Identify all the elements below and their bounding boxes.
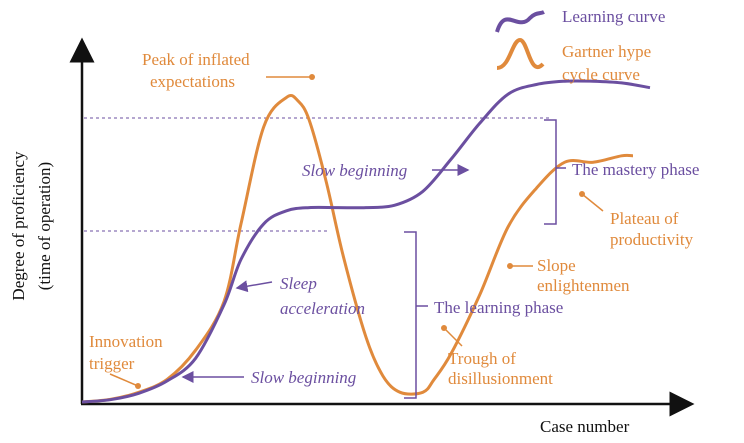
legend-swatch-learning xyxy=(495,10,545,33)
plateau-label-line2: productivity xyxy=(610,230,694,249)
svg-text:Degree of proficiency: Degree of proficiency xyxy=(9,151,28,301)
mastery-bracket xyxy=(544,119,566,225)
sleep-acceleration-label-line2: acceleration xyxy=(280,299,365,318)
legend-label-learning: Learning curve xyxy=(562,7,665,26)
mastery-phase-label: The mastery phase xyxy=(572,160,699,179)
innovation-dot xyxy=(135,383,141,389)
x-axis-label: Case number xyxy=(540,417,630,436)
innovation-leader xyxy=(109,373,139,387)
legend-label-gartner-line2: cycle curve xyxy=(562,65,640,84)
trough-leader xyxy=(443,327,463,347)
innovation-label-line2: trigger xyxy=(89,354,135,373)
slow-beginning-bottom-label: Slow beginning xyxy=(251,368,356,387)
slope-label-line1: Slope xyxy=(537,256,576,275)
learning-bracket xyxy=(404,231,428,399)
legend-swatch-gartner xyxy=(496,37,545,70)
plateau-dot xyxy=(579,191,585,197)
legend-label-gartner-line1: Gartner hype xyxy=(562,42,651,61)
peak-label-line1: Peak of inflated xyxy=(142,50,250,69)
peak-dot xyxy=(309,74,315,80)
slope-label-line2: enlightenmen xyxy=(537,276,630,295)
slope-dot xyxy=(507,263,513,269)
slow-beginning-top-label: Slow beginning xyxy=(302,161,407,180)
trough-label-line1: Trough of xyxy=(448,349,516,368)
plateau-label-line1: Plateau of xyxy=(610,209,679,228)
sleep-acceleration-label-line1: Sleep xyxy=(280,274,317,293)
svg-text:(time of operation): (time of operation) xyxy=(35,162,54,290)
series-line-gartner xyxy=(81,94,634,404)
trough-dot xyxy=(441,325,447,331)
plateau-leader xyxy=(581,193,604,212)
series-line-learning xyxy=(81,79,651,404)
innovation-label-line1: Innovation xyxy=(89,332,163,351)
sleep-acceleration-arrow xyxy=(235,280,273,293)
trough-label-line2: disillusionment xyxy=(448,369,553,388)
peak-label-line2: expectations xyxy=(150,72,235,91)
learning-phase-label: The learning phase xyxy=(434,298,563,317)
y-axis-label: Degree of proficiency (time of operation… xyxy=(9,151,54,301)
